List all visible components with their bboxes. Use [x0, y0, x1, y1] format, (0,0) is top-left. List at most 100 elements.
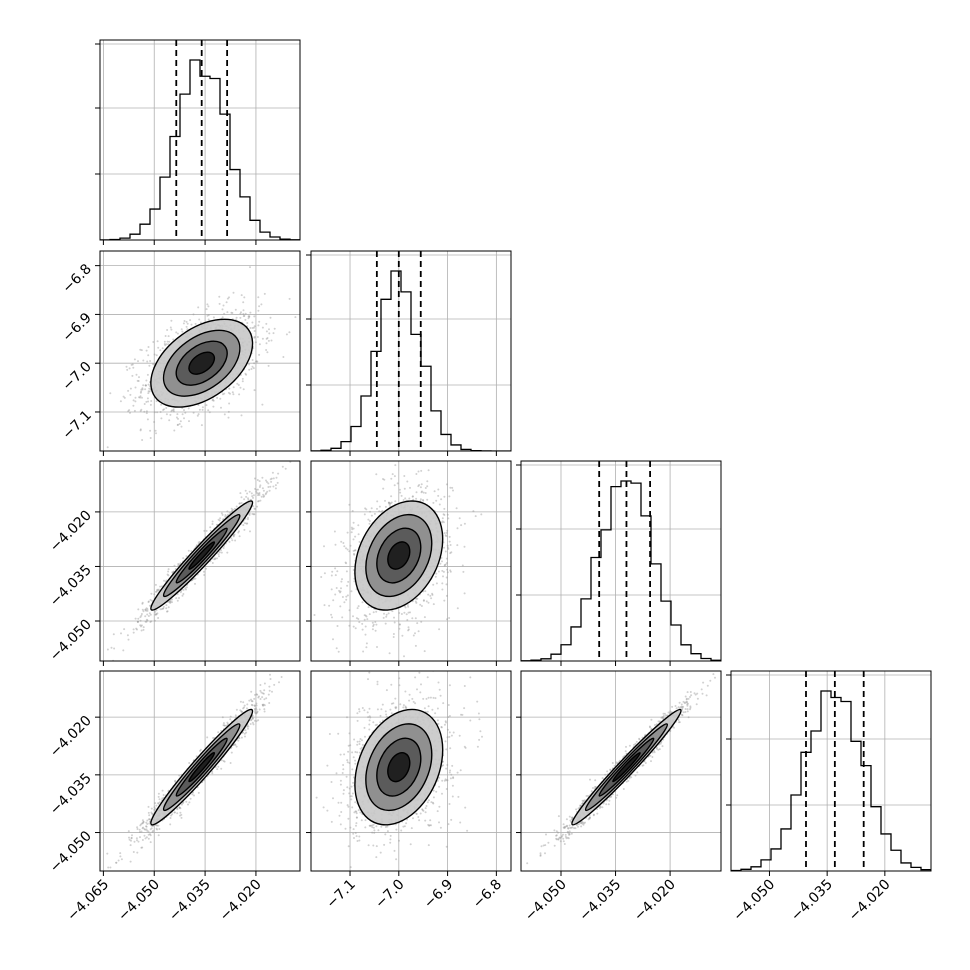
scatter-point — [142, 384, 145, 387]
scatter-point — [415, 491, 418, 494]
scatter-point — [281, 465, 284, 468]
scatter-point — [307, 633, 309, 635]
scatter-point — [446, 546, 449, 549]
scatter-point — [127, 410, 130, 413]
scatter-point — [426, 485, 429, 488]
scatter-point — [294, 316, 297, 319]
scatter-point — [178, 806, 181, 809]
scatter-point — [443, 563, 446, 566]
scatter-point — [221, 513, 224, 516]
scatter-point — [435, 582, 438, 585]
scatter-point — [372, 623, 375, 626]
scatter-point — [424, 590, 427, 593]
scatter-point — [248, 513, 251, 516]
scatter-point — [456, 607, 459, 610]
scatter-point — [424, 487, 427, 489]
scatter-point — [282, 356, 285, 358]
scatter-point — [233, 507, 236, 510]
scatter-point — [139, 428, 142, 431]
scatter-point — [214, 557, 217, 560]
scatter-point — [250, 700, 253, 703]
scatter-point — [147, 390, 150, 393]
scatter-point — [219, 397, 222, 400]
scatter-point — [449, 544, 452, 546]
scatter-point — [228, 387, 231, 390]
scatter-point — [333, 530, 336, 533]
scatter-point — [251, 717, 254, 720]
scatter-point — [347, 580, 350, 583]
scatter-point — [367, 518, 370, 521]
scatter-point — [227, 391, 230, 394]
scatter-point — [234, 539, 237, 542]
scatter-point — [252, 496, 254, 499]
scatter-point — [411, 617, 414, 620]
scatter-point — [227, 410, 230, 413]
scatter-point — [336, 625, 339, 627]
scatter-point — [138, 376, 140, 379]
scatter-point — [155, 400, 158, 403]
scatter-point — [142, 821, 145, 823]
scatter-point — [441, 520, 444, 523]
scatter-point — [438, 503, 441, 506]
scatter-point — [154, 613, 157, 616]
scatter-point — [240, 311, 242, 314]
scatter-point — [176, 413, 179, 416]
scatter-point — [437, 494, 440, 497]
scatter-point — [145, 607, 148, 610]
scatter-point — [381, 509, 384, 512]
scatter-point — [169, 601, 172, 604]
scatter-point — [150, 811, 153, 814]
scatter-point — [233, 533, 236, 536]
scatter-point — [224, 515, 227, 518]
scatter-point — [144, 388, 147, 391]
scatter-point — [437, 488, 440, 491]
scatter-point — [145, 618, 148, 621]
scatter-point — [172, 409, 175, 412]
scatter-point — [211, 523, 214, 525]
scatter-point — [231, 312, 234, 314]
scatter-point — [220, 551, 223, 554]
scatter-point — [331, 570, 334, 573]
scatter-point — [187, 407, 190, 410]
scatter-point — [135, 627, 138, 630]
scatter-point — [257, 500, 259, 503]
scatter-point — [262, 704, 265, 707]
scatter-point — [165, 413, 168, 416]
scatter-point — [420, 620, 423, 623]
density-contour — [387, 541, 411, 570]
scatter-point — [203, 529, 206, 532]
scatter-point — [393, 475, 396, 478]
scatter-point — [258, 305, 261, 308]
scatter-point — [393, 484, 396, 487]
scatter-point — [323, 572, 326, 575]
scatter-point — [239, 312, 242, 315]
scatter-point — [128, 409, 131, 412]
scatter-point — [242, 315, 245, 318]
scatter-point — [372, 625, 375, 628]
scatter-point — [131, 374, 134, 377]
scatter-point — [242, 524, 245, 527]
scatter-point — [241, 377, 244, 380]
scatter-point — [330, 588, 333, 591]
scatter-point — [167, 570, 170, 573]
scatter-point — [376, 507, 378, 510]
scatter-point — [265, 342, 268, 345]
scatter-point — [403, 475, 406, 477]
scatter-point — [144, 608, 147, 611]
scatter-point — [163, 343, 166, 345]
scatter-point — [113, 647, 116, 650]
scatter-point — [268, 332, 271, 335]
scatter-point — [443, 564, 446, 567]
scatter-point — [262, 493, 265, 496]
scatter-point — [364, 633, 367, 636]
scatter-point — [157, 589, 160, 592]
scatter-point — [209, 529, 212, 532]
scatter-point — [256, 710, 259, 713]
scatter-point — [255, 360, 258, 363]
scatter-point — [253, 513, 256, 516]
scatter-point — [238, 502, 241, 505]
scatter-point — [201, 408, 204, 411]
scatter-point — [145, 410, 148, 413]
scatter-point — [126, 634, 129, 637]
scatter-point — [380, 510, 383, 513]
